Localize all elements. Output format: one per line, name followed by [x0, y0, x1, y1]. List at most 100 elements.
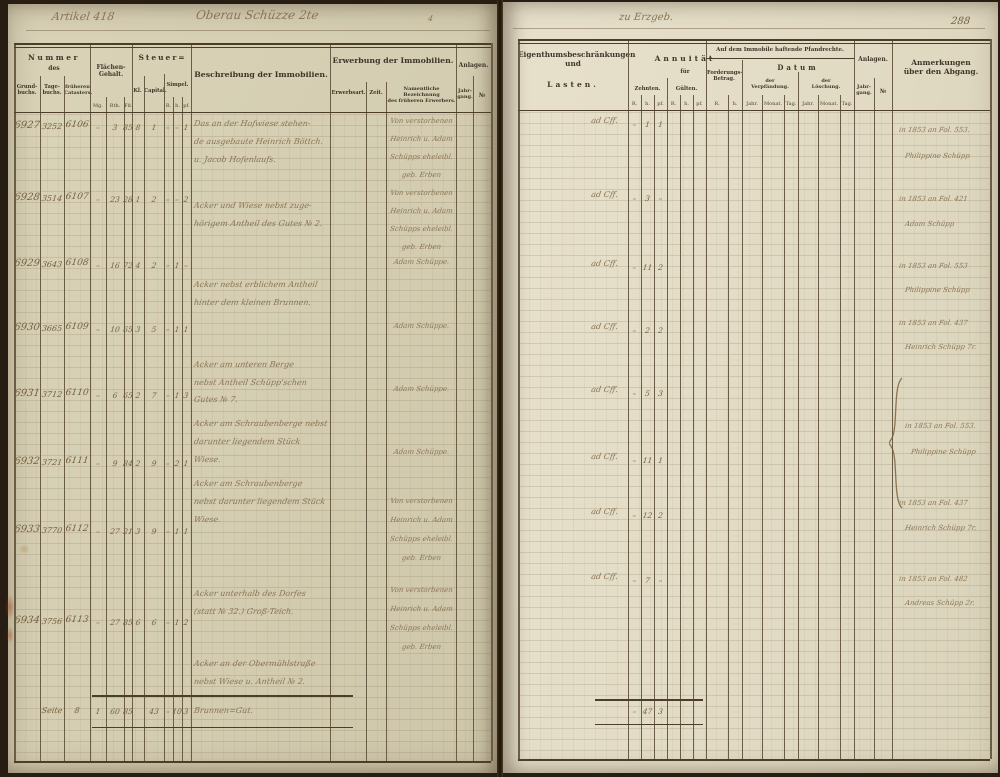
- anmerkung-line: Philippine Schüpp: [904, 286, 971, 294]
- vertical-rule: [874, 78, 875, 759]
- vertical-rule: [680, 95, 681, 759]
- col-header-lasten: Lasten.: [547, 80, 599, 89]
- vertical-rule: [518, 39, 520, 759]
- brace-icon: [889, 377, 903, 509]
- vertical-rule: [762, 95, 763, 759]
- annuitaet-value: 1: [657, 456, 664, 465]
- beschreibung-line: Das an der Hofwiese stehen-: [193, 119, 312, 128]
- vertical-rule: [330, 43, 331, 761]
- unit-label: h.: [645, 101, 650, 107]
- anmerkung-line: Philippine Schüpp: [904, 152, 971, 160]
- vertical-rule: [892, 39, 893, 759]
- handwritten-page-title: Oberau Schüzze 2te: [195, 8, 320, 22]
- erwerber-line: geb. Erben: [401, 171, 442, 179]
- anmerkung-line: Heinrich Schüpp 7r.: [904, 343, 977, 351]
- unit-label: R.: [165, 103, 172, 109]
- col-header-catasters: früheren Catasters.: [64, 84, 93, 97]
- horizontal-rule: [14, 47, 491, 48]
- beschreibung-line: de ausgebaute Heinrich Böttch.: [193, 137, 324, 146]
- horizontal-rule: [595, 724, 703, 725]
- beschreibung-line: Acker an der Obermühlstraße: [193, 659, 317, 668]
- beschreibung-line: Acker nebst erblichem Antheil: [193, 280, 319, 289]
- unit-label: Tag.: [841, 101, 853, 107]
- col-header-steuer-simpel: Simpel.: [166, 82, 189, 88]
- horizontal-rule: [595, 699, 703, 701]
- horizontal-rule: [518, 110, 990, 111]
- vertical-rule: [641, 95, 642, 759]
- vertical-rule: [818, 95, 819, 759]
- cataster-number: 6107: [64, 192, 90, 202]
- cataster-number: 6112: [64, 524, 90, 534]
- tagebuch-number: 3665: [41, 324, 63, 333]
- beschreibung-line: Acker am unteren Berge: [193, 360, 295, 369]
- horizontal-rule: [92, 727, 353, 728]
- annuitaet-value: 1: [657, 120, 664, 129]
- vertical-rule: [366, 82, 367, 761]
- cataster-number: 6109: [64, 322, 90, 332]
- eigenthum-note: ad Cff.: [590, 385, 619, 394]
- annuitaet-value: –: [657, 194, 664, 203]
- erwerber-line: Von verstorbenen: [389, 117, 454, 125]
- beschreibung-line: Acker am Schraubenberge nebst: [193, 419, 329, 428]
- unit-label: pf.: [183, 103, 190, 109]
- erwerber-line: Adam Schüppe.: [393, 448, 450, 456]
- unit-label: Rth.: [109, 103, 121, 109]
- beschreibung-line: Acker und Wiese nebst zuge-: [193, 201, 313, 210]
- page-number: 288: [950, 16, 971, 27]
- vertical-rule: [64, 76, 65, 761]
- col-header-zeit: Zeit.: [369, 90, 383, 96]
- annuitaet-value: 3: [657, 389, 664, 398]
- col-header-jahrgang-left: Jahr- gang.: [457, 88, 473, 101]
- col-header-no-right: №: [879, 88, 887, 95]
- summary-value: 85: [122, 707, 134, 716]
- beschreibung-line: Acker am Schraubenberge: [193, 479, 304, 488]
- vertical-rule: [667, 78, 668, 759]
- erwerber-line: Von verstorbenen: [389, 497, 454, 505]
- tagebuch-number: 3721: [41, 458, 63, 467]
- col-header-namentlich: Namentliche Bezeichnung des früheren Erw…: [387, 86, 456, 105]
- vertical-rule: [106, 97, 107, 761]
- cataster-number: 6106: [64, 120, 90, 130]
- col-header-steuer-kl: Kl.: [133, 88, 142, 94]
- unit-label: pf.: [696, 101, 703, 107]
- unit-label: Monat.: [820, 101, 838, 107]
- tagebuch-number: 3643: [41, 260, 63, 269]
- beschreibung-line: (statt № 32.) Groß-Teich.: [193, 607, 295, 616]
- flaeche-value: –: [95, 459, 101, 468]
- vertical-rule: [191, 43, 192, 761]
- col-header-erwerbung: Erwerbung der Immobilien.: [332, 56, 454, 65]
- tagebuch-number: 3514: [41, 194, 63, 203]
- erwerber-line: Heinrich u. Adam: [389, 207, 454, 215]
- erwerber-line: Schüpps eheleibl.: [389, 225, 454, 233]
- grundbuch-number: 6931: [13, 388, 41, 399]
- annuitaet-value: 2: [657, 263, 664, 272]
- grundbuch-number: 6934: [13, 615, 41, 626]
- cataster-number: 6111: [64, 456, 90, 466]
- vertical-rule: [798, 72, 799, 759]
- steuer-value: 2: [182, 195, 190, 204]
- beschreibung-line: u. Jacob Hofenlaufs.: [193, 155, 277, 164]
- erwerber-line: Heinrich u. Adam: [389, 516, 454, 524]
- anmerkung-line: in 1853 an Fol. 437: [898, 319, 969, 327]
- vertical-rule: [386, 82, 387, 761]
- flaeche-value: –: [95, 325, 101, 334]
- unit-label: R.: [670, 101, 677, 107]
- cataster-number: 6113: [64, 615, 90, 625]
- eigenthum-note: ad Cff.: [590, 116, 619, 125]
- unit-label: h.: [175, 103, 180, 109]
- anmerkung-line: Adam Schüpp: [904, 220, 955, 228]
- summary-label: Seite: [40, 706, 63, 715]
- steuer-value: 1: [182, 527, 190, 536]
- unit-label: Jahr.: [802, 101, 814, 107]
- col-header-beschreibung: Beschreibung der Immobilien.: [194, 70, 328, 79]
- tagebuch-number: 3770: [41, 526, 63, 535]
- vertical-rule: [124, 97, 125, 761]
- horizontal-rule: [92, 695, 353, 697]
- col-header-flaechen: Flächen- Gehalt.: [96, 64, 126, 79]
- unit-label: Fß.: [124, 103, 133, 109]
- col-header-jahrgang-right: Jahr- gang.: [856, 84, 872, 97]
- summary-annuitaet-value: 3: [657, 707, 664, 716]
- col-header-steuer: Steuer=: [138, 53, 187, 62]
- vertical-rule: [706, 39, 707, 759]
- summary-value: 3: [182, 707, 190, 716]
